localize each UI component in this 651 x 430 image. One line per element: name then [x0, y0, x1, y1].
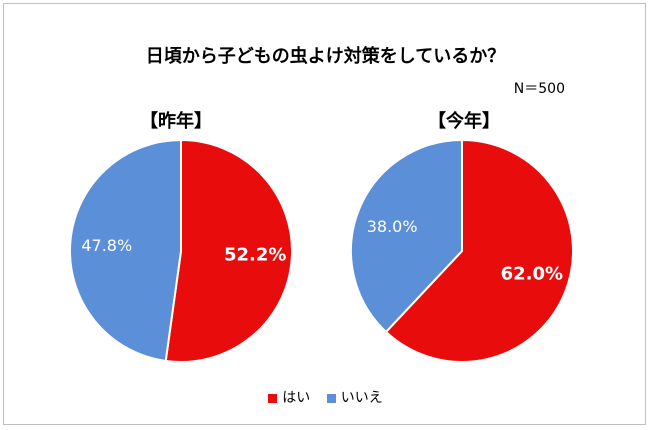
pie-subtitle-last-year: 【昨年】 [140, 111, 212, 132]
pie-this-year-label-no: 38.0% [367, 217, 418, 236]
chart-title: 日頃から子どもの虫よけ対策をしているか？ [145, 46, 506, 67]
pie-this-year-slice-no [350, 138, 463, 334]
pie-this-year-label-yes: 62.0% [501, 264, 563, 285]
pie-last-year-label-yes: 52.2% [224, 244, 286, 265]
pie-last-year-slice-no [69, 138, 182, 363]
sample-size-label: N＝500 [513, 81, 565, 97]
legend-item-yes: はい [268, 387, 310, 407]
legend: はい いいえ [4, 387, 647, 407]
legend-label-no: いいえ [340, 390, 383, 406]
pie-charts: 52.2% 47.8% 62.0% 38.0% [69, 138, 574, 363]
chart-frame: 日頃から子どもの虫よけ対策をしているか？ N＝500 【昨年】 【今年】 52.… [3, 3, 646, 425]
legend-label-yes: はい [282, 390, 311, 406]
legend-swatch-no [326, 393, 336, 403]
pie-last-year-label-no: 47.8% [81, 236, 132, 255]
legend-swatch-yes [268, 393, 278, 403]
pie-last-year-slice-yes [164, 138, 293, 363]
pie-this-year-slice-yes [384, 138, 574, 363]
legend-item-no: いいえ [326, 387, 383, 407]
pie-subtitle-this-year: 【今年】 [428, 111, 500, 132]
